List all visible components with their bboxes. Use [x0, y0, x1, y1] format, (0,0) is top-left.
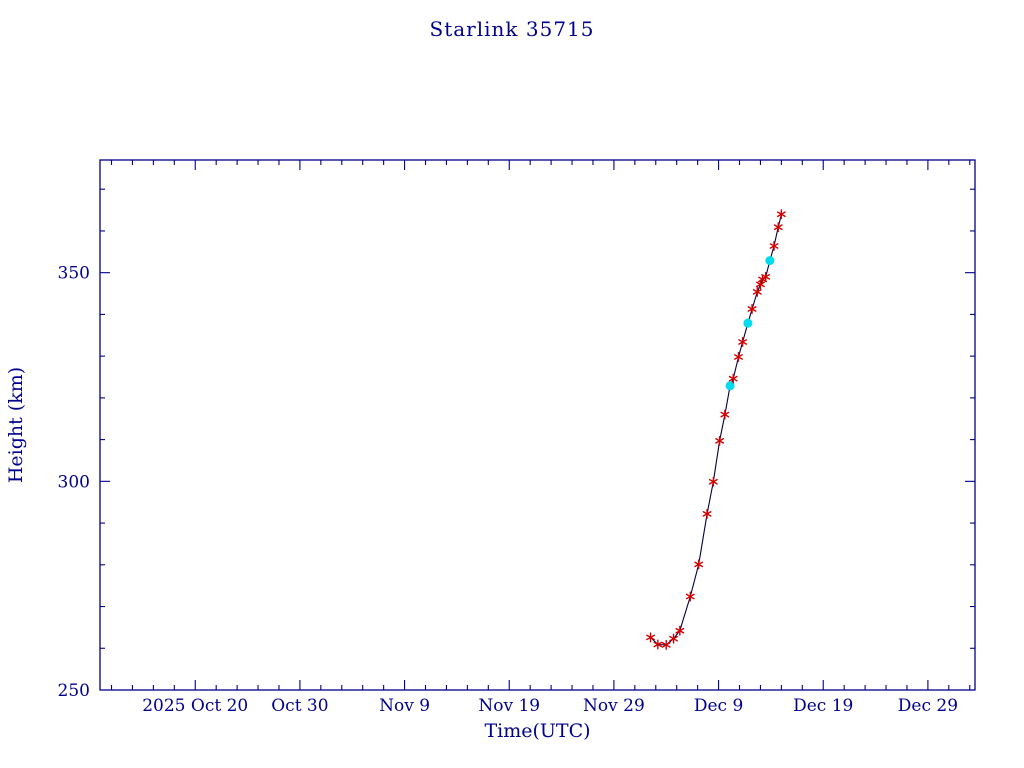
x-tick-label: Dec 19 [793, 696, 853, 716]
asterisk-marker [702, 508, 712, 519]
x-tick-label: 2025 Oct 20 [142, 696, 248, 716]
asterisk-marker [734, 351, 743, 362]
highlight-marker [765, 256, 775, 266]
x-tick-label: Dec 29 [898, 696, 958, 716]
asterisk-marker [653, 639, 663, 650]
x-tick-label: Nov 19 [478, 696, 540, 716]
asterisk-marker [646, 632, 655, 643]
asterisk-marker [685, 591, 695, 602]
x-tick-labels: 2025 Oct 20 Oct 30 Nov 9 Nov 19 Nov 29 Dec 9 D… [142, 696, 958, 716]
asterisk-marker [675, 625, 685, 636]
asterisk-marker [669, 633, 678, 644]
y-tick-label: 350 [58, 264, 90, 284]
asterisk-marker [720, 409, 730, 420]
asterisk-marker [694, 559, 704, 570]
asterisk-marker [747, 303, 757, 314]
highlight-marker [725, 381, 735, 391]
x-tick-label: Oct 30 [271, 696, 328, 716]
asterisk-marker [752, 286, 762, 297]
asterisk-marker [769, 240, 779, 251]
x-tick-label: Nov 29 [583, 696, 645, 716]
asterisk-marker [761, 271, 771, 282]
chart-title: Starlink 35715 [429, 17, 595, 41]
axis-ticks [100, 160, 975, 690]
asterisk-marker [773, 222, 783, 233]
asterisk-marker [776, 209, 786, 220]
x-tick-label: Dec 9 [694, 696, 743, 716]
x-tick-label: Nov 9 [379, 696, 430, 716]
y-tick-label: 250 [58, 681, 90, 701]
x-axis-label: Time(UTC) [484, 720, 591, 742]
asterisk-marker [708, 476, 718, 487]
highlight-marker [743, 318, 753, 328]
asterisk-marker [715, 435, 725, 446]
asterisk-marker [661, 639, 671, 650]
data-markers [646, 209, 786, 650]
y-tick-labels: 250 300 350 [58, 264, 90, 701]
y-tick-label: 300 [58, 472, 90, 492]
asterisk-marker [728, 373, 738, 384]
plot-border [99, 159, 976, 691]
asterisk-marker [738, 336, 748, 347]
